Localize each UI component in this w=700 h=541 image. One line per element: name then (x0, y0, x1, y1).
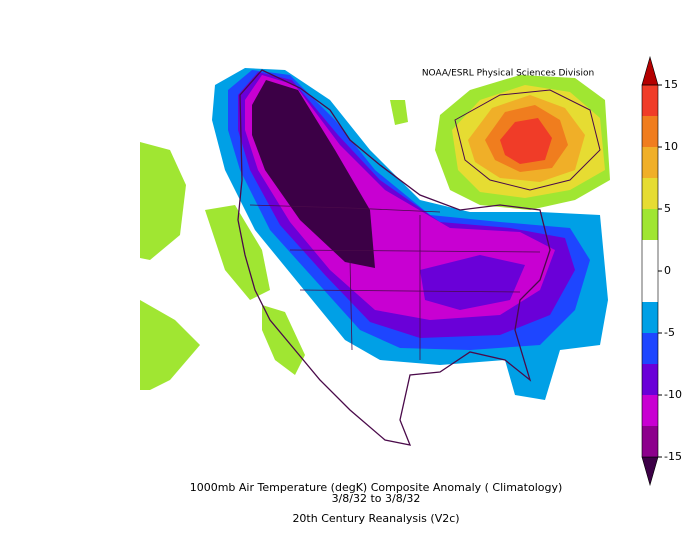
anomaly-area (390, 100, 408, 125)
colorbar-tick-label: 15 (664, 78, 678, 91)
colorbar-arrow (641, 55, 659, 86)
colorbar-band (642, 85, 658, 116)
date-range: 3/8/32 to 3/8/32 (332, 492, 421, 505)
colorbar-tick-label: -15 (664, 450, 682, 463)
colorbar-tick-label: -5 (664, 326, 675, 339)
colorbar-band (642, 364, 658, 395)
colorbar-band (642, 178, 658, 209)
colorbar-band (642, 395, 658, 426)
colorbar-band (642, 302, 658, 333)
map: NOAA/ESRL Physical Sciences Division (140, 62, 610, 462)
credit: NOAA/ESRL Physical Sciences Division (422, 69, 594, 79)
colorbar-band (642, 271, 658, 302)
colorbar-band (642, 333, 658, 364)
coastline (454, 89, 601, 191)
state-borders (249, 204, 541, 360)
colorbar-tick-label: 5 (664, 202, 671, 215)
anomaly-area (205, 205, 270, 300)
colorbar-tick-label: 10 (664, 140, 678, 153)
anomaly-area (252, 80, 375, 268)
anomaly-area (140, 300, 200, 390)
colorbar-tick-label: 0 (664, 264, 671, 277)
map-title: 1000mb Air Temperature (degK) Composite … (190, 481, 563, 494)
colorbar: 15 10 5 0 -5 -10 -15 (641, 55, 682, 487)
colorbar-band (642, 147, 658, 178)
anomaly-area (500, 118, 552, 164)
anomaly-area (420, 255, 525, 310)
colorbar-band (642, 240, 658, 271)
colorbar-band (642, 426, 658, 457)
data-source: 20th Century Reanalysis (V2c) (292, 512, 459, 525)
colorbar-arrow (641, 456, 659, 487)
colorbar-tick-label: -10 (664, 388, 682, 401)
coastline (237, 69, 551, 446)
colorbar-band (642, 116, 658, 147)
anomaly-area (140, 142, 186, 260)
colorbar-band (642, 209, 658, 240)
